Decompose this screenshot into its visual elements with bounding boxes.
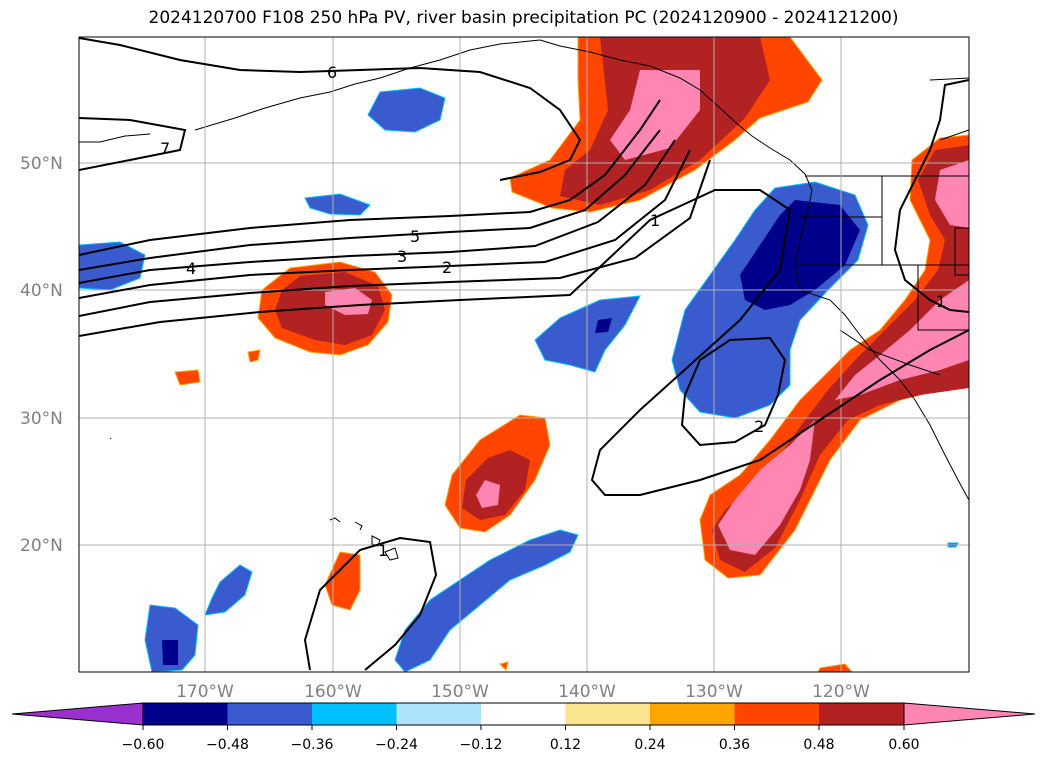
map-frame <box>78 36 970 673</box>
map-title: 2024120700 F108 250 hPa PV, river basin … <box>148 8 899 28</box>
lat-label: 20°N <box>20 536 63 556</box>
contour-label: 1 <box>378 541 388 560</box>
lon-label: 130°W <box>685 682 743 702</box>
colorbar-under-arrow <box>11 702 144 726</box>
lon-label: 140°W <box>558 682 616 702</box>
colorbar-tick-label: 0.12 <box>550 737 581 753</box>
colorbar: −0.60 −0.48 −0.36 −0.24 −0.12 0.12 0.24 … <box>11 702 1036 753</box>
contour-label: 4 <box>186 259 196 278</box>
colorbar-tick-label: 0.24 <box>634 737 665 753</box>
gridlines <box>79 37 969 672</box>
coastlines <box>79 39 969 561</box>
colorbar-tick-label: −0.36 <box>291 737 334 753</box>
colorbar-bin <box>650 703 735 725</box>
lon-label: 170°W <box>176 682 234 702</box>
lon-labels: 170°W 160°W 150°W 140°W 130°W 120°W <box>176 682 870 702</box>
pv-contour-labels: 6 7 5 4 3 2 1 1 2 1 <box>160 63 946 560</box>
contour-label: 5 <box>410 227 420 246</box>
map-area <box>79 37 969 672</box>
colorbar-bin <box>396 703 481 725</box>
lon-label: 120°W <box>812 682 870 702</box>
lon-label: 150°W <box>431 682 489 702</box>
colorbar-bin <box>734 703 819 725</box>
colorbar-bin <box>312 703 397 725</box>
colorbar-tick-label: −0.60 <box>122 737 165 753</box>
lat-label: 40°N <box>20 281 63 301</box>
contour-label: 3 <box>397 247 407 266</box>
colorbar-tick-label: 0.60 <box>888 737 919 753</box>
contour-label: 7 <box>160 139 170 158</box>
map-content: 6 7 5 4 3 2 1 1 2 1 <box>79 37 969 672</box>
colorbar-bin <box>819 703 904 725</box>
colorbar-ticks <box>142 725 905 730</box>
colorbar-tick-label: −0.12 <box>460 737 503 753</box>
colorbar-bin <box>227 703 312 725</box>
pv-contours <box>79 37 969 671</box>
contour-label: 2 <box>442 258 452 277</box>
colorbar-bin <box>143 703 228 725</box>
lon-label: 160°W <box>304 682 362 702</box>
lat-label: 30°N <box>20 409 63 429</box>
colorbar-bin <box>481 703 566 725</box>
colorbar-bin <box>565 703 650 725</box>
colorbar-over-arrow <box>903 702 1036 726</box>
colorbar-tick-label: −0.48 <box>206 737 249 753</box>
colorbar-tick-label: 0.36 <box>719 737 750 753</box>
colorbar-tick-label: −0.24 <box>375 737 418 753</box>
colorbar-tick-label: 0.48 <box>803 737 834 753</box>
lat-labels: 50°N 40°N 30°N 20°N <box>20 154 63 556</box>
contour-label: 1 <box>650 211 660 230</box>
contour-label: 6 <box>327 63 337 82</box>
contour-label: 2 <box>754 417 764 436</box>
contour-label: 1 <box>936 292 946 311</box>
lat-label: 50°N <box>20 154 63 174</box>
